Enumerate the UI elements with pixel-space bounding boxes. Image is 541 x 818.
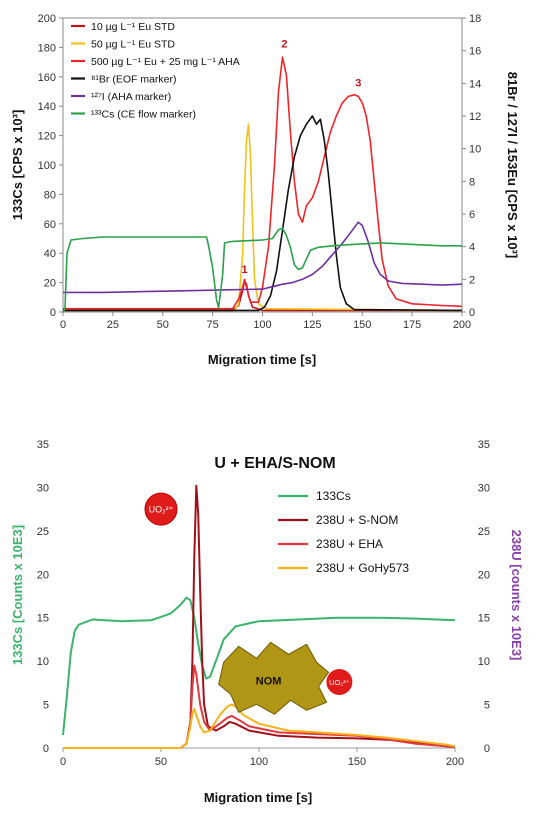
uranyl-badge (144, 492, 178, 526)
chart-1-x-tick-label: 100 (253, 319, 271, 331)
chart-2-y-right-tick-label: 20 (478, 569, 490, 581)
chart-1-x-tick-label: 200 (453, 319, 471, 331)
chart-2-x-tick-label: 150 (348, 756, 366, 768)
chart-1-x-axis-title: Migration time [s] (208, 352, 316, 367)
chart-2-y-right-title: 238U [counts x 10E3] (509, 530, 524, 661)
nom-blob-label: NOM (256, 675, 282, 687)
chart-1-y-right-tick-label: 10 (469, 144, 481, 156)
chart-1-y-left-tick-label: 140 (38, 101, 56, 113)
chart-1-y-right-tick-label: 6 (469, 209, 475, 221)
chart-1-y-left-tick-label: 120 (38, 131, 56, 143)
chart-2-series-line-3 (63, 703, 456, 749)
chart-2-legend: 133Cs 238U + S-NOM 238U + EHA 238U + GoHy57… (278, 489, 409, 575)
chart-2-legend-label: 238U + EHA (316, 537, 383, 551)
chart-1-x-tick-label: 50 (157, 319, 169, 331)
chart-1-y-right-tick-label: 14 (469, 78, 481, 90)
chart-1-y-right-tick-label: 4 (469, 242, 475, 254)
chart-1-y-right-tick-label: 2 (469, 274, 475, 286)
chart-2-y-right-tick-label: 25 (478, 526, 490, 538)
chart-2-series-line-2 (63, 664, 456, 749)
chart-2-y-right-tick-label: 0 (484, 743, 490, 755)
chart-2-legend-label: 133Cs (316, 489, 351, 503)
nom-blob (218, 641, 330, 715)
chart-2-y-left-title: 133Cs [Counts x 10E3] (10, 525, 25, 665)
chart-2-y-left-tick-label: 35 (37, 439, 49, 451)
chart-1-series-line-4 (63, 221, 463, 294)
chart-1-peak-label: 1 (241, 264, 247, 276)
chart-1-peak-label: 3 (355, 78, 361, 90)
chart-2-legend-label: 238U + S-NOM (316, 513, 398, 527)
chart-1-y-right-tick-label: 16 (469, 46, 481, 58)
chart-2-y-right-tick-label: 15 (478, 613, 490, 625)
chart-1-y-right-tick-label: 12 (469, 111, 481, 123)
chart-2-y-left-tick-label: 0 (43, 743, 49, 755)
chart-2-y-right-tick-label: 35 (478, 439, 490, 451)
chart-2-x-tick-label: 50 (155, 756, 167, 768)
chart-2-title: U + EHA/S-NOM (214, 455, 335, 472)
chart-1-y-left-tick-label: 100 (38, 160, 56, 172)
chart-2-y-right-tick-label: 30 (478, 482, 490, 494)
chart-1-peak-label: 2 (281, 38, 287, 50)
chart-2-series-line-0 (62, 596, 456, 736)
chart-1-x-tick-label: 175 (403, 319, 421, 331)
chart-2-y-left-tick-label: 5 (43, 700, 49, 712)
chart-1-y-left-tick-label: 200 (38, 13, 56, 25)
chart-1-x-tick-label: 150 (353, 319, 371, 331)
chart-1-y-right-tick-label: 0 (469, 307, 475, 319)
chart-1-series-line-1 (63, 123, 463, 312)
chart-1-legend-label: 500 µg L⁻¹ Eu + 25 mg L⁻¹ AHA (91, 56, 240, 68)
chart-1-y-left-tick-label: 20 (44, 278, 56, 290)
chart-2-y-right-tick-label: 5 (484, 700, 490, 712)
chart-1-y-left-title: 133Cs [CPS x 10³] (10, 110, 25, 221)
chart-2-y-left-tick-label: 20 (37, 569, 49, 581)
chart-1-series-line-5 (62, 227, 462, 313)
chart-1-legend-label: ⁸¹Br (EOF marker) (91, 74, 177, 86)
chart-2-y-right-tick-label: 10 (478, 656, 490, 668)
chart-1-x-tick-label: 125 (303, 319, 321, 331)
chart-1-legend-label: 10 µg L⁻¹ Eu STD (91, 21, 175, 33)
chart-2-y-left-tick-label: 10 (37, 656, 49, 668)
chart-2-y-left-tick-label: 15 (37, 613, 49, 625)
uranyl-badge-label: UO₂²⁺ (149, 505, 174, 515)
chart-1: 0 25 50 75 100 125 150 175 200020406080100120140… (10, 13, 520, 367)
uranyl-badge-small-label: UO₂²⁺ (329, 678, 350, 687)
chart-1-series-line-2 (63, 56, 463, 310)
chart-2-x-tick-label: 0 (60, 756, 66, 768)
chart-1-x-tick-label: 0 (60, 319, 66, 331)
chart-1-y-left-tick-label: 60 (44, 219, 56, 231)
chart-1-legend-label: 50 µg L⁻¹ Eu STD (91, 39, 175, 51)
chart-1-x-tick-label: 25 (107, 319, 119, 331)
chart-2-x-tick-label: 100 (250, 756, 268, 768)
chart-1-y-left-tick-label: 0 (50, 307, 56, 319)
chart-1-y-right-tick-label: 8 (469, 176, 475, 188)
chart-1-y-left-tick-label: 80 (44, 189, 56, 201)
uranyl-badge-small (326, 668, 353, 695)
chart-1-y-left-tick-label: 160 (38, 72, 56, 84)
chart-2-x-tick-label: 200 (446, 756, 464, 768)
chart-1-y-left-tick-label: 180 (38, 42, 56, 54)
chart-1-y-right-title: 81Br / 127I / 153Eu [CPS x 10³] (505, 72, 520, 258)
chart-1-y-right-tick-label: 18 (469, 13, 481, 25)
chart-2: U + EHA/S-NOM 0 50 100 150 20005101520253035… (10, 439, 524, 805)
chart-2-y-left-tick-label: 30 (37, 482, 49, 494)
chart-2-y-left-tick-label: 25 (37, 526, 49, 538)
chart-1-y-left-tick-label: 40 (44, 248, 56, 260)
chart-1-x-tick-label: 75 (207, 319, 219, 331)
chart-1-legend-label: ¹³³Cs (CE flow marker) (91, 109, 196, 121)
chart-1-legend-label: ¹²⁷I (AHA marker) (91, 91, 171, 103)
chart-1-series-line-3 (63, 115, 463, 312)
chart-1-legend: 10 µg L⁻¹ Eu STD 50 µg L⁻¹ Eu STD 500 µg L… (71, 21, 240, 121)
chart-2-x-axis-title: Migration time [s] (204, 790, 312, 805)
chart-2-legend-label: 238U + GoHy573 (316, 561, 409, 575)
